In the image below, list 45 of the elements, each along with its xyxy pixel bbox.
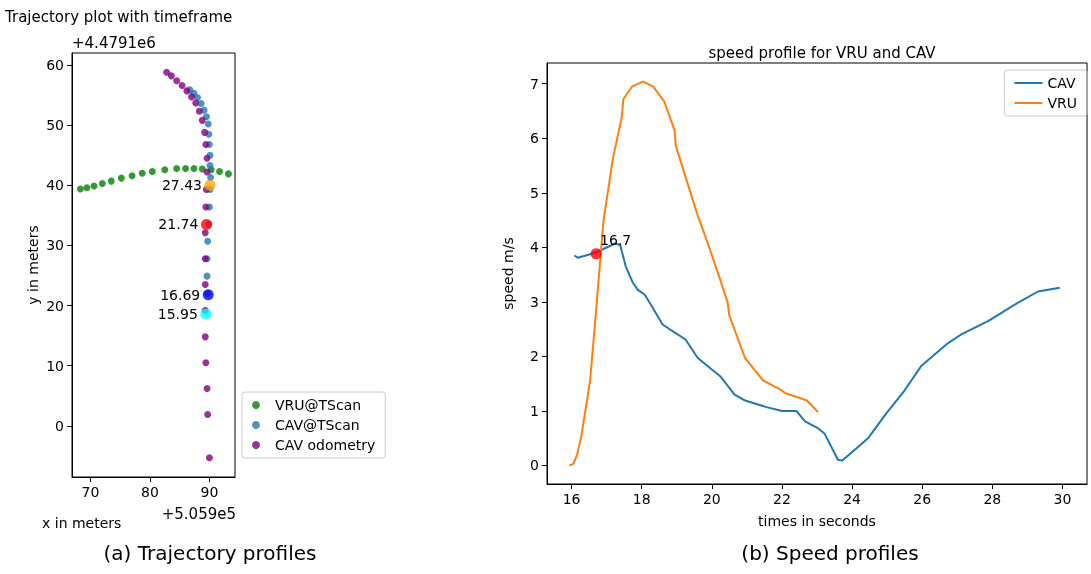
y-tick-label: 4 [530,239,540,256]
annotation: 21.74 [158,216,199,233]
legend-label: CAV [1047,75,1076,91]
x-tick-label: 70 [81,484,100,500]
y-tick-label: 20 [46,297,64,314]
x-tick-label: 24 [843,491,862,507]
annotation: 27.43 [161,177,203,194]
text: (a) Trajectory profiles [103,541,317,565]
y-tick-label: 60 [46,57,64,74]
y-tick-label: 5 [530,184,539,201]
x-tick-label: 26 [913,491,932,507]
y-tick-label: 2 [530,348,539,365]
y-tick-label: 6 [530,130,540,147]
y-tick-label: 10 [46,357,64,374]
x-tick-label: 20 [702,491,721,507]
legend-label: VRU [1047,95,1078,111]
y-tick-label: 0 [55,417,64,434]
x-axis-title: times in seconds [758,513,876,529]
x-tick-label: 28 [983,491,1002,507]
x-axis-title: x in meters [42,515,122,531]
chart-title: speed profile for VRU and CAV [708,43,937,62]
x-tick-label: 22 [773,491,791,507]
x-tick-label: 90 [200,484,219,500]
x-tick-label: 30 [1053,491,1072,507]
y-tick-label: 7 [530,75,539,92]
legend-label: CAV odometry [275,437,376,453]
annotation: 15.95 [157,306,198,323]
y-tick-label: 30 [46,237,64,254]
y-tick-label: 40 [46,177,64,194]
y-axis-title: y in meters [25,225,41,305]
y-tick-label: 1 [530,402,539,419]
legend-label: CAV@TScan [275,417,360,433]
text: +5.059e5 [161,504,236,523]
y-tick-label: 50 [46,117,64,134]
x-tick-label: 18 [632,491,651,507]
y-tick-label: 0 [530,457,539,474]
legend-label: VRU@TScan [275,397,362,413]
x-tick-label: 80 [141,484,159,500]
annotation: 16.69 [160,286,201,303]
text: (b) Speed profiles [741,541,919,565]
y-tick-label: 3 [530,293,539,310]
x-tick-label: 16 [562,491,581,507]
text: +4.4791e6 [72,33,156,52]
y-axis-title: speed m/s [500,237,516,310]
chart-title: Trajectory plot with timeframe [4,7,233,26]
